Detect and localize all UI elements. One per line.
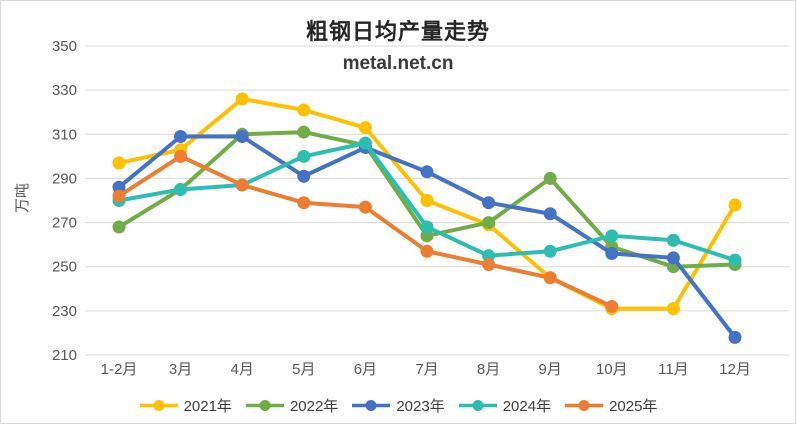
x-tick-label: 7月: [415, 361, 438, 378]
legend-label: 2023年: [396, 398, 445, 415]
y-tick-label: 330: [52, 82, 77, 99]
data-point-2021年: [358, 121, 372, 135]
data-point-2023年: [666, 251, 680, 265]
legend-item-2022年: 2022年: [245, 395, 338, 416]
chart-subtitle: metal.net.cn: [342, 53, 454, 74]
data-point-2025年: [297, 196, 311, 210]
data-point-2024年: [174, 182, 188, 196]
data-point-2024年: [297, 149, 311, 163]
data-point-2025年: [112, 189, 126, 203]
data-point-2025年: [543, 271, 557, 285]
data-point-2023年: [174, 129, 188, 143]
data-point-2022年: [297, 125, 311, 139]
data-point-2025年: [235, 178, 249, 192]
data-point-2021年: [666, 302, 680, 316]
legend-item-2025年: 2025年: [564, 395, 657, 416]
legend-label: 2025年: [609, 398, 658, 415]
data-point-2024年: [605, 229, 619, 243]
x-tick-label: 3月: [169, 361, 192, 378]
y-tick-label: 210: [52, 347, 77, 364]
data-point-2021年: [420, 194, 434, 207]
y-tick-label: 310: [52, 126, 77, 143]
legend: 2021年 2022年 2023年 2024年 2025年: [1, 395, 795, 416]
data-point-2022年: [112, 220, 126, 234]
legend-label: 2021年: [183, 398, 232, 415]
x-tick-label: 4月: [231, 361, 254, 378]
data-point-2025年: [420, 244, 434, 258]
legend-marker-icon: [139, 400, 178, 411]
data-point-2022年: [543, 171, 557, 185]
legend-marker-icon: [245, 400, 284, 411]
data-point-2021年: [728, 198, 742, 212]
data-point-2021年: [235, 92, 249, 106]
data-point-2023年: [728, 330, 742, 344]
data-point-2024年: [666, 233, 680, 247]
y-tick-label: 230: [52, 303, 77, 320]
legend-marker-icon: [565, 400, 604, 411]
data-point-2023年: [605, 246, 619, 260]
data-point-2023年: [235, 129, 249, 143]
y-tick-label: 270: [52, 215, 77, 232]
data-point-2023年: [482, 196, 496, 210]
y-axis-title: 万吨: [14, 183, 31, 213]
data-point-2023年: [420, 165, 434, 179]
chart-title: 粗钢日均产量走势: [305, 19, 490, 44]
x-tick-label: 5月: [292, 361, 315, 378]
data-point-2021年: [112, 156, 126, 170]
data-point-2024年: [420, 220, 434, 234]
data-point-2025年: [174, 149, 188, 163]
data-point-2024年: [543, 244, 557, 258]
legend-item-2021年: 2021年: [139, 395, 232, 416]
x-tick-label: 8月: [477, 361, 500, 378]
data-point-2023年: [297, 169, 311, 183]
data-point-2024年: [358, 136, 372, 150]
legend-marker-icon: [352, 400, 391, 411]
legend-label: 2022年: [289, 398, 339, 415]
data-point-2023年: [543, 207, 557, 221]
y-tick-label: 250: [52, 259, 77, 276]
data-point-2021年: [297, 103, 311, 117]
x-tick-label: 9月: [539, 361, 562, 378]
data-point-2024年: [728, 253, 742, 267]
x-tick-label: 12月: [719, 361, 751, 378]
data-point-2022年: [482, 216, 496, 230]
y-tick-label: 290: [52, 170, 77, 187]
data-point-2025年: [605, 299, 619, 313]
data-point-2025年: [358, 200, 372, 214]
x-tick-label: 1-2月: [101, 361, 138, 378]
legend-label: 2024年: [502, 398, 552, 415]
legend-marker-icon: [458, 400, 497, 411]
legend-item-2024年: 2024年: [458, 395, 551, 416]
x-tick-label: 11月: [658, 361, 689, 378]
x-tick-label: 10月: [596, 361, 628, 378]
legend-item-2023年: 2023年: [351, 395, 445, 416]
y-tick-label: 350: [52, 38, 77, 55]
data-point-2025年: [482, 258, 496, 272]
x-tick-label: 6月: [354, 361, 377, 378]
